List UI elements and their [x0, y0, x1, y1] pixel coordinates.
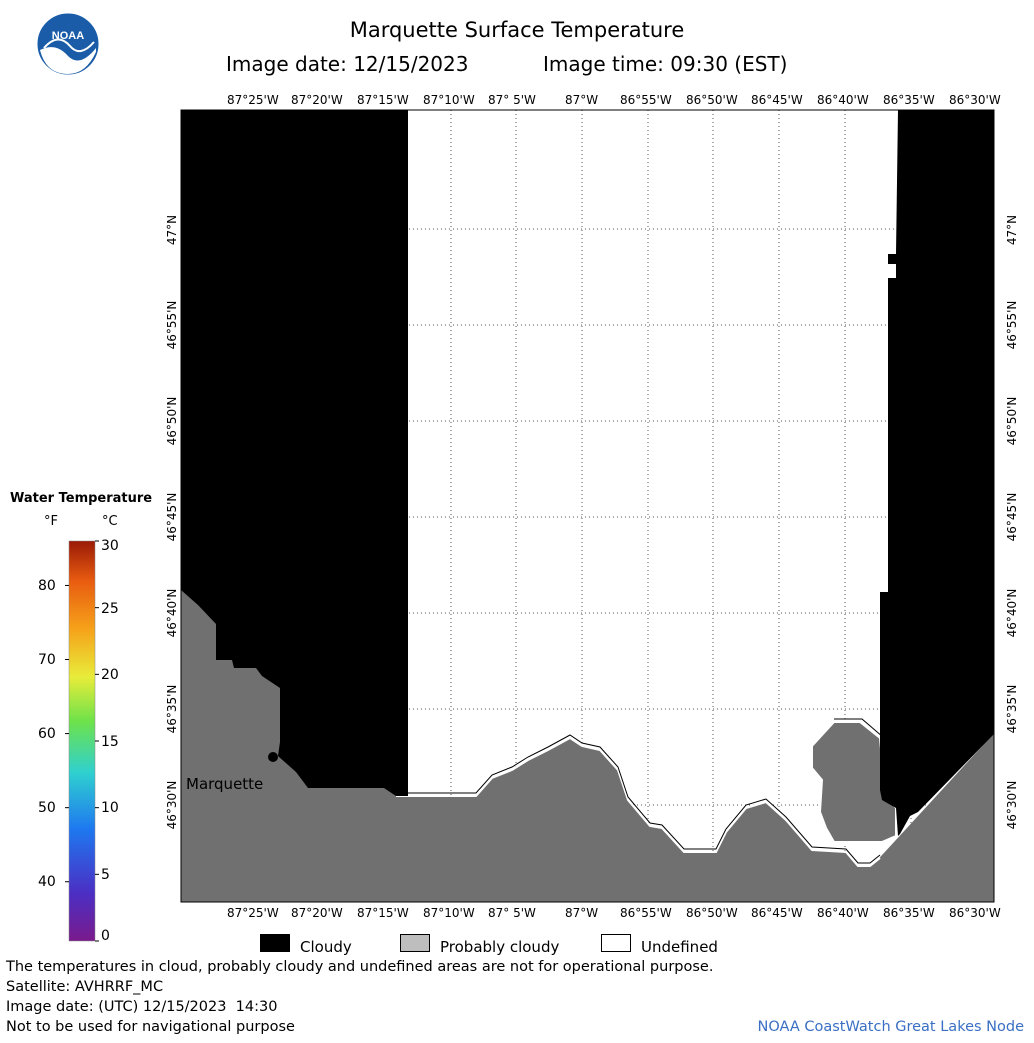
f-tick: 50: [38, 800, 56, 816]
colorbar-gradient: [68, 540, 96, 942]
image-time: Image time: 09:30 (EST): [543, 52, 788, 76]
legend-label-probably-cloudy: Probably cloudy: [440, 938, 560, 956]
marquette-point: [268, 752, 278, 762]
map-frame: [180, 109, 995, 903]
lat-label-right: 46°30'N: [1005, 781, 1019, 830]
lon-label-bottom: 87°25'W: [227, 906, 279, 920]
colorbar-unit-f: °F: [44, 514, 58, 529]
lon-label-bottom: 86°40'W: [817, 906, 869, 920]
lon-label-bottom: 87°W: [565, 906, 599, 920]
lon-label-bottom: 86°55'W: [620, 906, 672, 920]
lon-label-bottom: 87°20'W: [291, 906, 343, 920]
lon-label-bottom: 87°10'W: [423, 906, 475, 920]
lon-label-bottom: 86°50'W: [686, 906, 738, 920]
lon-label-top: 86°35'W: [883, 93, 935, 107]
f-tick: 80: [38, 578, 56, 594]
legend-swatch-cloudy: [260, 934, 290, 952]
noaa-logo: NOAA: [36, 12, 100, 76]
lon-label-bottom: 87° 5'W: [488, 906, 536, 920]
f-tick: 60: [38, 726, 56, 742]
colorbar: [65, 540, 99, 942]
lat-label-right: 46°40'N: [1005, 589, 1019, 638]
footer-utc-date: Image date: (UTC) 12/15/2023 14:30: [6, 999, 278, 1015]
page-title: Marquette Surface Temperature: [349, 18, 685, 42]
lon-label-top: 87°25'W: [227, 93, 279, 107]
c-tick: 20: [101, 667, 119, 683]
noaa-logo-text: NOAA: [52, 30, 84, 42]
footer-credit: NOAA CoastWatch Great Lakes Node: [757, 1019, 1024, 1035]
lat-label-left: 46°40'N: [165, 589, 179, 638]
footer-nav-warning: Not to be used for navigational purpose: [6, 1019, 295, 1035]
coastline: [396, 736, 881, 867]
colorbar-unit-c: °C: [102, 514, 118, 529]
lat-label-left: 46°55'N: [165, 301, 179, 350]
lat-label-left: 46°30'N: [165, 781, 179, 830]
lon-label-top: 86°45'W: [751, 93, 803, 107]
lon-label-top: 86°40'W: [817, 93, 869, 107]
lat-label-right: 47°N: [1005, 215, 1019, 245]
lat-label-left: 47°N: [165, 215, 179, 245]
lat-label-left: 46°50'N: [165, 397, 179, 446]
lon-label-top: 86°30'W: [949, 93, 1001, 107]
lon-label-top: 87° 5'W: [488, 93, 536, 107]
colorbar-title: Water Temperature: [10, 491, 153, 506]
lat-label-right: 46°50'N: [1005, 397, 1019, 446]
cloudy-area-east: [880, 110, 994, 836]
lon-label-bottom: 86°30'W: [949, 906, 1001, 920]
lon-label-top: 86°55'W: [620, 93, 672, 107]
lon-label-bottom: 86°35'W: [883, 906, 935, 920]
lat-label-right: 46°45'N: [1005, 493, 1019, 542]
lon-label-top: 87°20'W: [291, 93, 343, 107]
image-date: Image date: 12/15/2023: [226, 52, 469, 76]
footer-note: The temperatures in cloud, probably clou…: [6, 959, 714, 975]
lat-label-right: 46°55'N: [1005, 301, 1019, 350]
lat-label-left: 46°35'N: [165, 685, 179, 734]
c-tick: 0: [101, 928, 110, 944]
legend-swatch-probably-cloudy: [400, 934, 430, 952]
f-tick: 40: [38, 874, 56, 890]
lon-label-top: 87°10'W: [423, 93, 475, 107]
c-tick: 10: [101, 800, 119, 816]
cloudy-area-west: [181, 110, 408, 796]
lat-label-right: 46°35'N: [1005, 685, 1019, 734]
legend-label-cloudy: Cloudy: [300, 938, 352, 956]
c-tick: 30: [101, 538, 119, 554]
lon-label-top: 87°15'W: [357, 93, 409, 107]
c-tick: 5: [101, 867, 110, 883]
legend-label-undefined: Undefined: [641, 938, 718, 956]
lon-label-top: 86°50'W: [686, 93, 738, 107]
footer-satellite: Satellite: AVHRRF_MC: [6, 979, 164, 995]
c-tick: 25: [101, 601, 119, 617]
f-tick: 70: [38, 652, 56, 668]
lon-label-bottom: 86°45'W: [751, 906, 803, 920]
lon-label-bottom: 87°15'W: [357, 906, 409, 920]
c-tick: 15: [101, 734, 119, 750]
lat-label-left: 46°45'N: [165, 493, 179, 542]
place-label: Marquette: [186, 775, 263, 793]
legend-swatch-undefined: [601, 934, 631, 952]
lon-label-top: 87°W: [565, 93, 599, 107]
